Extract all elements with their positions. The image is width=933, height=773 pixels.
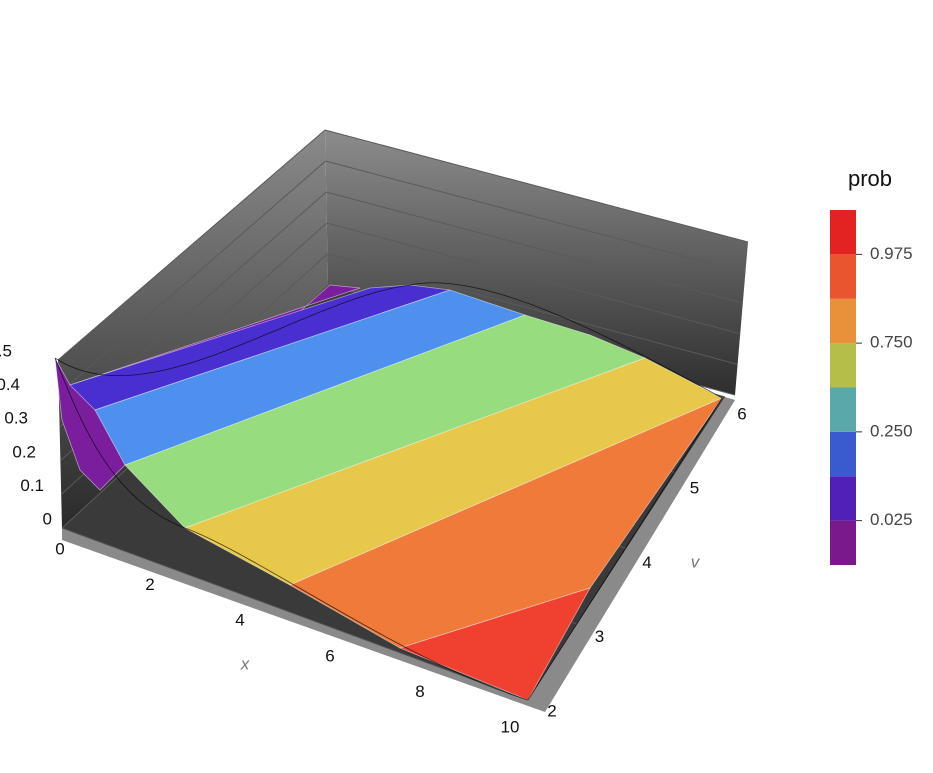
y-axis-title: v [691, 552, 701, 571]
z-tick-label: 0.3 [4, 409, 28, 428]
legend-label: 0.750 [870, 333, 913, 352]
legend-swatch [830, 520, 856, 565]
x-tick-label: 2 [145, 575, 154, 594]
x-tick-label: 10 [501, 717, 520, 736]
z-tick-label: 0.1 [20, 476, 44, 495]
legend-swatch [830, 431, 856, 477]
y-tick-label: 6 [737, 404, 746, 423]
legend-swatch [830, 254, 856, 299]
surface-edge [54, 282, 723, 701]
back-wall [325, 130, 748, 395]
x-axis-title: x [240, 654, 250, 673]
legend-label: 0.250 [870, 421, 913, 440]
grid-line [61, 527, 529, 701]
x-tick-label: 0 [55, 539, 64, 558]
grid-line [57, 129, 326, 361]
grid-line [324, 129, 749, 243]
x-tick-label: 6 [325, 646, 334, 665]
grid-line [327, 253, 738, 365]
legend-swatch [830, 476, 856, 521]
y-tick-label: 4 [642, 553, 651, 572]
surface [54, 282, 724, 701]
y-tick-label: 3 [595, 627, 604, 646]
legend-swatch [830, 343, 856, 388]
legend-swatch [830, 387, 856, 432]
x-tick-label: 4 [235, 611, 244, 630]
legend-title: prob [848, 166, 892, 191]
z-tick-label: 0.2 [12, 442, 36, 461]
legend-label: 0.025 [870, 510, 913, 529]
grid-line [325, 160, 746, 274]
surface-band [124, 314, 647, 529]
grid-line [326, 222, 741, 335]
grid-line [58, 160, 326, 394]
z-tick-label: 0.4 [0, 375, 20, 394]
grid-line [326, 191, 743, 304]
x-tick-label: 8 [415, 682, 424, 701]
z-tick-label: 0.5 [0, 341, 12, 360]
surface-band [69, 284, 451, 411]
y-tick-label: 2 [547, 701, 556, 720]
z-tick-label: 0 [43, 509, 52, 528]
y-tick-label: 5 [690, 479, 699, 498]
legend-swatch [830, 298, 856, 344]
surface-band [398, 587, 591, 701]
legend-label: 0.975 [870, 244, 913, 263]
legend-swatch [830, 210, 856, 255]
